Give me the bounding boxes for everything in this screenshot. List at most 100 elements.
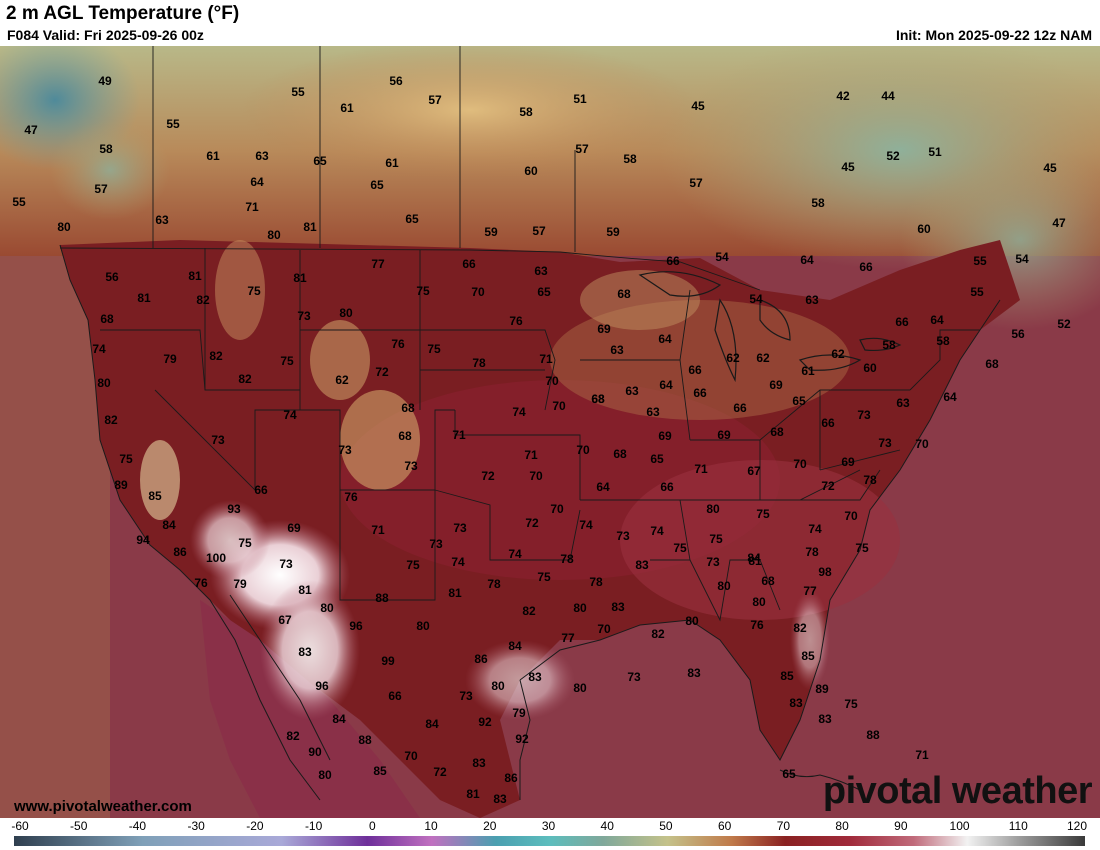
station-value-s212: 85 (780, 669, 794, 683)
station-value-s12: 61 (340, 101, 354, 115)
station-value-s210: 83 (528, 670, 542, 684)
colorbar-tick: 20 (483, 819, 497, 833)
station-value-s192: 80 (752, 595, 766, 609)
station-value-s203: 84 (508, 639, 522, 653)
station-value-s193: 67 (278, 613, 292, 627)
station-value-s21: 52 (886, 149, 900, 163)
station-value-s118: 69 (658, 429, 672, 443)
colorbar-tick: 60 (717, 819, 732, 833)
colorbar-tick: -10 (304, 819, 323, 833)
station-value-s154: 75 (756, 507, 770, 521)
station-value-s85: 58 (882, 338, 896, 352)
station-value-s151: 73 (616, 529, 630, 543)
station-value-s37: 80 (267, 228, 281, 242)
station-value-s174: 81 (748, 554, 762, 568)
station-value-s126: 72 (481, 469, 495, 483)
colorbar-tick: 90 (894, 819, 908, 833)
station-value-s134: 69 (841, 455, 855, 469)
station-value-s147: 70 (550, 502, 564, 516)
colorbar-tick: 50 (659, 819, 673, 833)
station-value-s82: 64 (658, 332, 672, 346)
station-value-s173: 73 (706, 555, 720, 569)
station-value-s22: 51 (928, 145, 942, 159)
station-value-s15: 45 (691, 99, 705, 113)
station-value-s198: 82 (651, 627, 665, 641)
station-values: 49 47 55 55 58 57 61 63 65 56 57 61 58 51 45 42 44 55 57 58… (12, 74, 1071, 806)
station-value-s219: 92 (478, 715, 492, 729)
station-value-s49: 66 (859, 260, 873, 274)
station-value-s98: 60 (863, 361, 877, 375)
station-value-s216: 89 (815, 682, 829, 696)
colorbar-tick: -50 (70, 819, 88, 833)
station-value-s156: 75 (238, 536, 252, 550)
station-value-s150: 74 (650, 524, 664, 538)
station-value-s217: 84 (332, 712, 346, 726)
station-value-s207: 80 (573, 681, 587, 695)
station-value-s95: 66 (688, 363, 702, 377)
station-value-s231: 83 (472, 756, 486, 770)
station-value-s224: 82 (286, 729, 300, 743)
station-value-s77: 76 (391, 337, 405, 351)
map-title: 2 m AGL Temperature (°F) (6, 3, 240, 24)
station-value-s53: 75 (247, 284, 261, 298)
station-value-s113: 69 (769, 378, 783, 392)
station-value-s60: 63 (805, 293, 819, 307)
station-value-s169: 100 (206, 551, 226, 565)
station-value-s175: 75 (537, 570, 551, 584)
station-value-s179: 68 (761, 574, 775, 588)
station-value-s226: 88 (866, 728, 880, 742)
station-value-s152: 80 (706, 502, 720, 516)
station-value-s222: 84 (425, 717, 439, 731)
station-value-s229: 70 (404, 749, 418, 763)
station-value-s137: 85 (148, 489, 162, 503)
station-value-s214: 66 (388, 689, 402, 703)
station-value-s110: 66 (821, 416, 835, 430)
temperature-map[interactable]: 49 47 55 55 58 57 61 63 65 56 57 61 58 51 45 42 44 55 57 58… (0, 46, 1100, 818)
station-value-s2: 47 (24, 123, 38, 137)
state-borders (59, 46, 980, 622)
station-value-s235: 86 (504, 771, 518, 785)
station-value-s215: 73 (459, 689, 473, 703)
colorbar: -60 -50 -40 -30 -20 -10 0 10 20 30 40 50 60 70 80 90 100… (0, 818, 1100, 850)
station-value-s172: 74 (451, 555, 465, 569)
station-value-s177: 83 (635, 558, 649, 572)
station-value-s99: 68 (985, 357, 999, 371)
station-value-s167: 75 (855, 541, 869, 555)
colorbar-tick: -60 (11, 819, 29, 833)
station-value-s18: 55 (12, 195, 26, 209)
station-value-s201: 82 (793, 621, 807, 635)
station-value-s202: 83 (298, 645, 312, 659)
station-value-s237: 81 (466, 787, 480, 801)
station-value-s68: 69 (597, 322, 611, 336)
station-value-s73: 74 (92, 342, 106, 356)
station-value-s38: 59 (484, 225, 498, 239)
station-value-s205: 86 (474, 652, 488, 666)
station-value-s81: 63 (610, 343, 624, 357)
coastlines (59, 244, 1001, 801)
station-value-s209: 83 (687, 666, 701, 680)
station-value-s146: 69 (287, 521, 301, 535)
station-value-s112: 64 (943, 390, 957, 404)
pivotal-weather-logo: pivotal weather (822, 770, 1093, 812)
watermark-url[interactable]: www.pivotalweather.com (14, 798, 192, 815)
station-value-s31: 71 (245, 200, 259, 214)
station-value-s176: 78 (589, 575, 603, 589)
station-value-s107: 66 (693, 386, 707, 400)
station-value-s117: 70 (576, 443, 590, 457)
station-value-s131: 71 (694, 462, 708, 476)
station-value-s181: 76 (194, 576, 208, 590)
colorbar-tick: -40 (128, 819, 147, 833)
station-value-s164: 75 (709, 532, 723, 546)
station-value-s44: 66 (462, 257, 476, 271)
station-value-s153: 70 (844, 509, 858, 523)
station-value-s161: 74 (508, 547, 522, 561)
station-value-s121: 73 (857, 408, 871, 422)
station-value-s238: 83 (493, 792, 507, 806)
valid-time: F084 Valid: Fri 2025-09-26 00z (7, 27, 204, 43)
station-value-s10: 56 (389, 74, 403, 88)
station-value-s94: 64 (659, 378, 673, 392)
station-value-s200: 76 (750, 618, 764, 632)
station-value-s70: 64 (930, 313, 944, 327)
station-value-s48: 64 (800, 253, 814, 267)
colorbar-tick: 100 (949, 819, 970, 833)
